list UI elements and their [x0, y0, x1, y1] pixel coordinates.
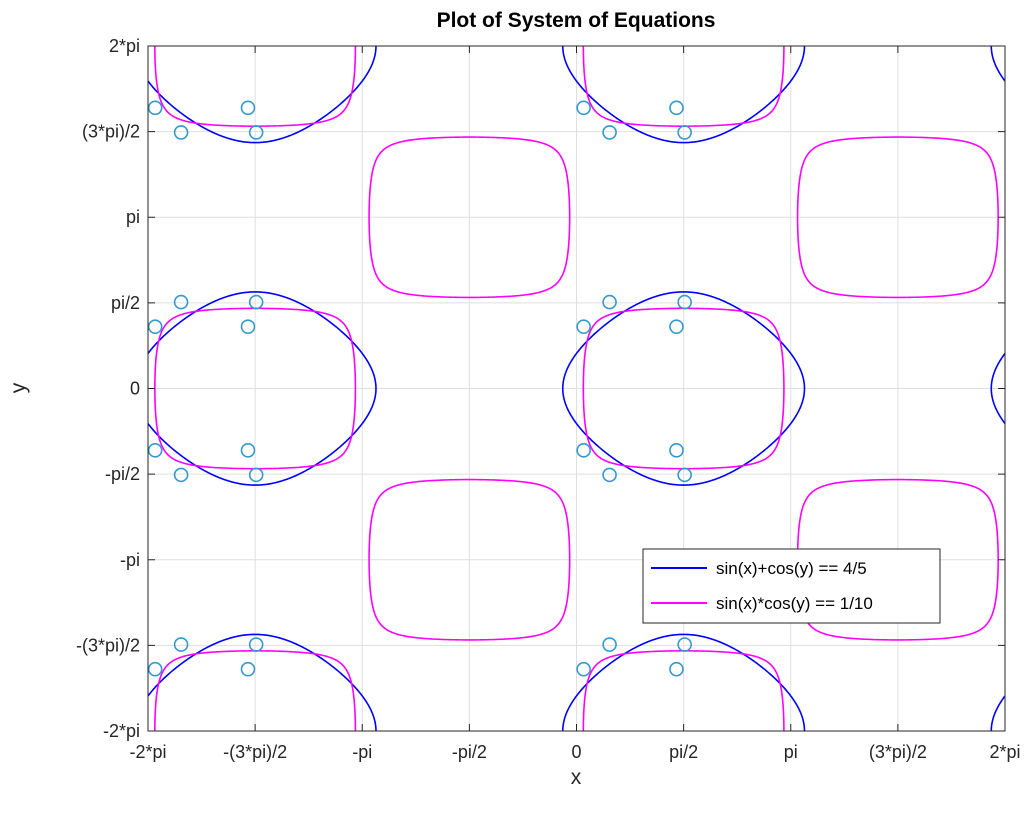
chart-title: Plot of System of Equations [437, 9, 716, 32]
series-line-magenta [154, 46, 999, 731]
x-tick-label: -2*pi [129, 742, 166, 762]
x-tick-label: 0 [571, 742, 581, 762]
intersection-point [576, 661, 591, 677]
intersection-point [248, 125, 264, 140]
legend-box [642, 548, 941, 624]
intersection-point [669, 443, 684, 458]
x-tick-labels: -2*pi -(3*pi)/2 -pi -pi/2 0 pi/2 pi (3*pi)/2 2*p… [129, 742, 1020, 762]
x-tick-label: pi [784, 742, 798, 762]
y-tick-label: -(3*pi)/2 [76, 635, 140, 655]
intersection-point [669, 319, 684, 334]
y-tick-label: (3*pi)/2 [82, 122, 140, 142]
y-tick-labels: -2*pi -(3*pi)/2 -pi -pi/2 0 pi/2 pi (3*pi)/2 2*p… [76, 36, 140, 741]
intersection-point [248, 637, 264, 652]
intersection-point [669, 100, 684, 116]
intersection-point [240, 319, 256, 334]
ticks [147, 45, 1006, 732]
intersection-point [173, 637, 189, 652]
intersection-markers [147, 100, 692, 677]
intersection-point [147, 100, 163, 116]
intersection-point [602, 294, 617, 310]
intersection-point [173, 125, 189, 140]
intersection-point [576, 100, 591, 116]
x-tick-label: pi/2 [669, 742, 698, 762]
plot-area [147, 45, 1006, 732]
intersection-point [240, 443, 256, 458]
intersection-point [173, 467, 189, 483]
intersection-point [147, 319, 163, 334]
y-tick-label: 2*pi [109, 36, 140, 56]
y-tick-label: pi/2 [111, 293, 140, 313]
x-tick-label: -(3*pi)/2 [223, 742, 287, 762]
intersection-point [576, 319, 591, 334]
intersection-point [602, 125, 617, 140]
intersection-point [147, 661, 163, 677]
x-tick-label: -pi [352, 742, 372, 762]
legend-label-blue: sin(x)+cos(y) == 4/5 [716, 559, 867, 578]
y-axis-label: y [7, 382, 30, 393]
intersection-point [602, 637, 617, 652]
intersection-point [240, 100, 256, 116]
x-tick-label: 2*pi [989, 742, 1020, 762]
y-tick-label: -2*pi [103, 721, 140, 741]
legend: sin(x)+cos(y) == 4/5 sin(x)*cos(y) == 1/… [642, 548, 941, 624]
y-tick-label: -pi [120, 550, 140, 570]
y-tick-label: 0 [130, 379, 140, 399]
legend-label-magenta: sin(x)*cos(y) == 1/10 [716, 594, 873, 613]
intersection-point [248, 294, 264, 310]
intersection-point [677, 637, 692, 652]
intersection-point [240, 661, 256, 677]
y-tick-label: -pi/2 [105, 464, 140, 484]
intersection-point [677, 294, 692, 310]
curves [148, 46, 1005, 731]
intersection-point [602, 467, 617, 483]
x-tick-label: -pi/2 [452, 742, 487, 762]
x-axis-label: x [571, 766, 582, 789]
intersection-point [677, 467, 692, 483]
x-tick-label: (3*pi)/2 [869, 742, 927, 762]
y-tick-label: pi [126, 207, 140, 227]
intersection-point [677, 125, 692, 140]
intersection-point [248, 467, 264, 483]
intersection-point [147, 443, 163, 458]
intersection-point [669, 661, 684, 677]
intersection-point [576, 443, 591, 458]
intersection-point [173, 294, 189, 310]
